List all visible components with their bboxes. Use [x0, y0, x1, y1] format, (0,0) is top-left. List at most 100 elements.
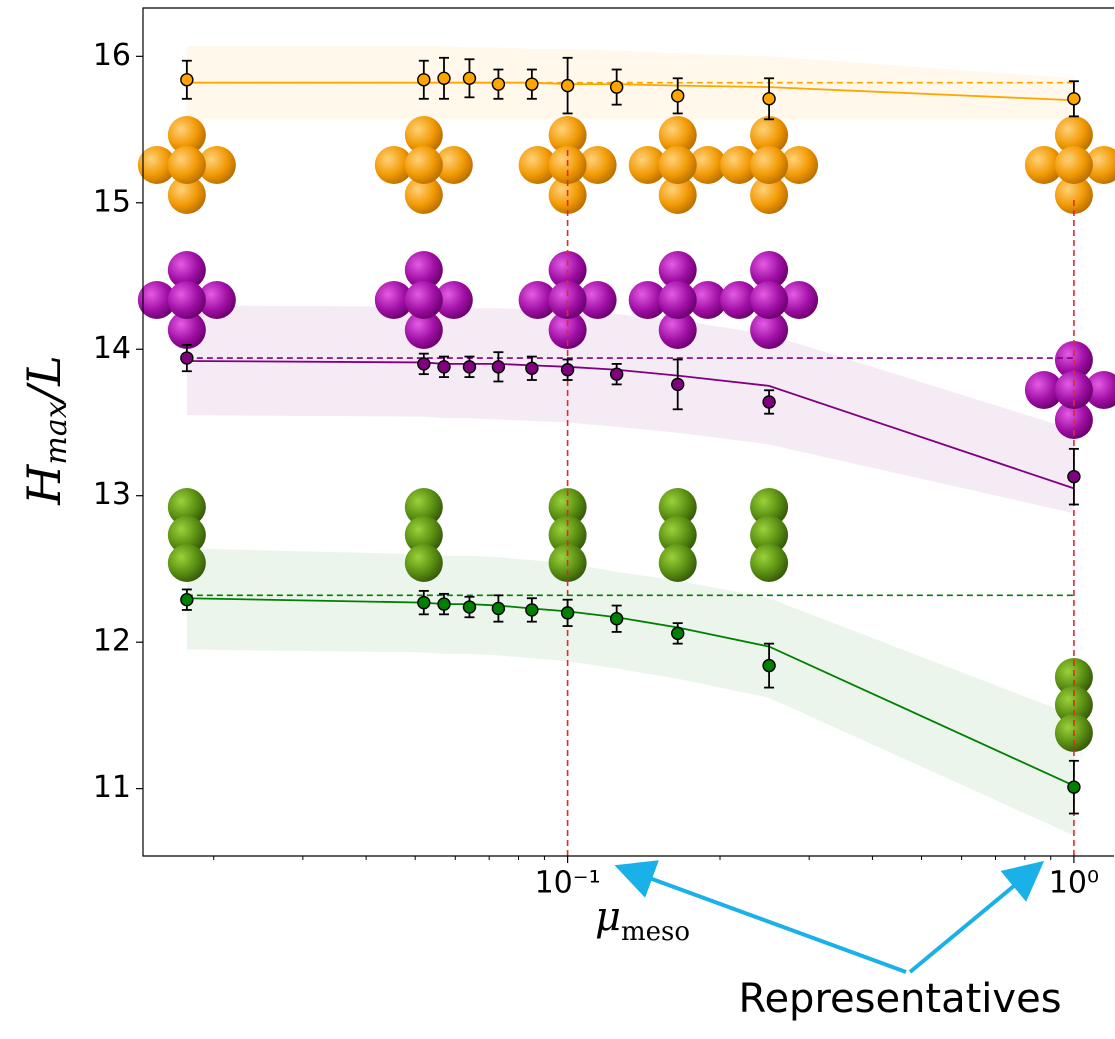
- marker: [609, 80, 624, 94]
- marker: [1067, 469, 1081, 484]
- marker: [491, 77, 506, 91]
- annotation: Representatives: [738, 976, 1061, 1022]
- bead: [518, 146, 557, 184]
- shape-icon: [720, 116, 819, 214]
- shape-icon: [374, 116, 473, 214]
- bead: [750, 488, 789, 526]
- bead: [1054, 658, 1093, 696]
- bead: [1024, 146, 1063, 184]
- bead: [658, 544, 697, 582]
- bead: [578, 281, 617, 319]
- x-tick-label: 10⁰: [1049, 866, 1099, 901]
- y-tick-label: 14: [93, 331, 131, 366]
- shape-icon: [137, 116, 236, 214]
- bead: [167, 488, 206, 526]
- bead: [1054, 116, 1093, 154]
- bead: [750, 544, 789, 582]
- bead: [1084, 146, 1115, 184]
- error-point: [1067, 759, 1081, 815]
- error-point: [491, 68, 506, 100]
- marker: [437, 360, 451, 374]
- axes: 11 12 13 14 15 16 10⁻¹ 10⁰: [93, 7, 1114, 901]
- bead: [404, 116, 443, 154]
- bead: [404, 544, 443, 582]
- error-point: [437, 56, 451, 100]
- bead: [750, 251, 789, 289]
- error-point: [180, 588, 194, 611]
- marker: [609, 367, 624, 381]
- marker: [491, 360, 506, 374]
- bead: [404, 281, 443, 319]
- error-point: [180, 343, 194, 373]
- marker: [417, 595, 431, 610]
- error-point: [609, 68, 624, 106]
- icons: [137, 116, 1115, 752]
- x-tick-label: 10⁻¹: [535, 866, 601, 901]
- marker: [462, 71, 477, 86]
- shape-icon: [720, 251, 819, 349]
- bead: [720, 146, 759, 184]
- bead: [404, 146, 443, 184]
- bead: [658, 146, 697, 184]
- bead: [628, 146, 667, 184]
- bead: [167, 176, 206, 214]
- y-label-main: H: [17, 464, 71, 506]
- error-point: [671, 77, 685, 115]
- bead: [578, 146, 617, 184]
- marker: [762, 395, 776, 409]
- error-point: [491, 351, 506, 383]
- bead: [780, 281, 819, 319]
- bead: [658, 488, 697, 526]
- marker: [525, 603, 539, 617]
- shape-icon: [167, 488, 206, 582]
- marker: [417, 357, 431, 371]
- bead: [167, 281, 206, 319]
- y-tick-label: 16: [93, 38, 131, 73]
- x-label-sub: meso: [621, 917, 690, 947]
- y-label-rest: /L: [17, 355, 71, 405]
- bead: [404, 251, 443, 289]
- shape-icon: [137, 251, 236, 349]
- marker: [180, 592, 194, 607]
- bead: [658, 251, 697, 289]
- error-point: [417, 590, 431, 616]
- marker: [180, 73, 194, 87]
- y-axis-label: Hmax/L: [17, 355, 74, 505]
- error-point: [180, 59, 194, 100]
- error-point: [491, 594, 506, 623]
- bead: [197, 281, 236, 319]
- bead: [688, 146, 727, 184]
- marker: [462, 360, 477, 374]
- marker: [671, 626, 685, 641]
- marker: [560, 606, 575, 620]
- marker: [462, 600, 477, 614]
- marker: [1067, 92, 1081, 106]
- marker: [671, 89, 685, 103]
- marker: [560, 363, 575, 377]
- error-point: [525, 355, 539, 381]
- shape-icon: [658, 488, 697, 582]
- bead: [1054, 176, 1093, 214]
- marker: [609, 612, 624, 626]
- error-point: [762, 389, 776, 415]
- marker: [180, 351, 194, 365]
- error-point: [525, 68, 539, 100]
- marker: [671, 377, 685, 392]
- bead: [548, 116, 587, 154]
- bead: [167, 251, 206, 289]
- shape-icon: [628, 116, 727, 214]
- bead: [167, 116, 206, 154]
- marker: [437, 597, 451, 611]
- bead: [374, 281, 413, 319]
- error-point: [1067, 447, 1081, 506]
- bead: [780, 146, 819, 184]
- marker: [525, 77, 539, 91]
- shape-icon: [518, 251, 617, 349]
- bead: [750, 311, 789, 349]
- error-point: [417, 59, 431, 100]
- bead: [1024, 371, 1063, 409]
- bead: [720, 281, 759, 319]
- bead: [404, 176, 443, 214]
- bead: [137, 146, 176, 184]
- bead: [167, 311, 206, 349]
